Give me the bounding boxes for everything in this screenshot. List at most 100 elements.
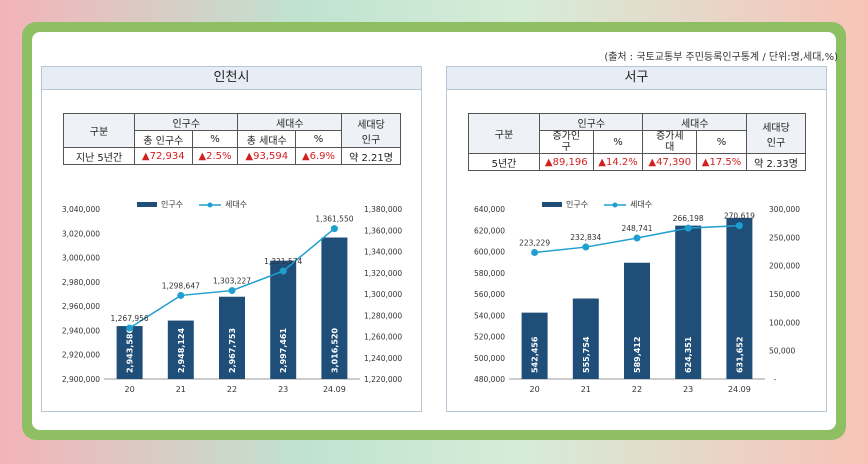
x-tick-label: 21 xyxy=(176,385,186,394)
x-tick-label: 24.09 xyxy=(728,385,751,394)
y2-tick-label: 1,280,000 xyxy=(364,311,402,320)
y2-tick-label: 1,260,000 xyxy=(364,333,402,342)
legend-bar-swatch xyxy=(542,202,562,207)
source-note: (출처 : 국토교통부 주민등록인구통계 / 단위:명,세대,%) xyxy=(604,52,838,63)
y-tick-label: 480,000 xyxy=(474,375,505,384)
bar xyxy=(675,225,702,379)
y-tick-label: 520,000 xyxy=(474,333,505,342)
line-value-label: 1,267,956 xyxy=(111,314,149,323)
line-point xyxy=(531,249,539,257)
line-point xyxy=(582,243,590,251)
table-sub-hh-pct: % xyxy=(696,130,747,154)
y-tick-label: 560,000 xyxy=(474,290,505,299)
table-pop-value: ▲89,196 xyxy=(539,153,594,171)
x-tick-label: 23 xyxy=(278,385,288,394)
table-hh-pct: ▲17.5% xyxy=(696,153,747,171)
y2-tick-label: 100,000 xyxy=(769,318,800,327)
y2-tick-label: 1,360,000 xyxy=(364,226,402,235)
y-tick-label: 2,940,000 xyxy=(62,326,100,335)
left-summary-table: 구분 인구수 세대수 세대당 인구 총 인구수 % 총 세대수 % 지난 5년간… xyxy=(63,113,401,165)
table-header-per: 세대당 인구 xyxy=(341,113,401,148)
table-header-pop: 인구수 xyxy=(538,113,644,131)
x-tick-label: 22 xyxy=(227,385,237,394)
bar-value-label: 3,016,520 xyxy=(330,328,339,373)
line-value-label: 232,834 xyxy=(570,233,601,242)
table-header-pop: 인구수 xyxy=(133,113,239,131)
bar-value-label: 555,754 xyxy=(582,336,591,373)
table-hh-value: ▲47,390 xyxy=(642,153,698,171)
bar xyxy=(521,312,548,379)
y-tick-label: 3,040,000 xyxy=(62,205,100,214)
y2-tick-label: 1,320,000 xyxy=(364,269,402,278)
legend-bar-swatch xyxy=(137,202,157,207)
y-tick-label: 500,000 xyxy=(474,354,505,363)
left-panel-title: 인천시 xyxy=(42,67,421,90)
bar xyxy=(624,262,650,379)
legend-line-label: 세대수 xyxy=(630,200,652,209)
line-point xyxy=(279,267,287,275)
left-combo-chart: 2,900,000 2,920,000 2,940,000 2,960,000 2,98… xyxy=(62,199,403,394)
bar xyxy=(726,217,753,379)
table-header-hh: 세대수 xyxy=(237,113,342,131)
table-sub-hh-pct: % xyxy=(295,130,342,148)
y2-tick-label: 200,000 xyxy=(769,262,800,271)
y-tick-label: 2,900,000 xyxy=(62,375,100,384)
line-point xyxy=(633,234,641,242)
bar xyxy=(219,296,245,379)
y2-tick-label: 1,380,000 xyxy=(364,205,402,214)
line-value-label: 1,321,574 xyxy=(264,257,302,266)
y2-tick-label: - xyxy=(774,375,777,384)
y-tick-label: 620,000 xyxy=(474,226,505,235)
table-pop-pct: ▲2.5% xyxy=(191,147,239,165)
bar xyxy=(116,326,143,379)
line-value-label: 1,298,647 xyxy=(162,281,200,290)
line-value-label: 1,361,550 xyxy=(315,215,353,224)
y-tick-label: 3,000,000 xyxy=(62,254,100,263)
line-value-label: 270,619 xyxy=(724,212,755,221)
y2-tick-label: 250,000 xyxy=(769,233,800,242)
y-tick-label: 3,020,000 xyxy=(62,229,100,238)
right-summary-table: 구분 인구수 세대수 세대당 인구 증가인 구 % 증가세 대 % 5년간 ▲8… xyxy=(468,113,806,171)
table-header-hh: 세대수 xyxy=(642,113,747,131)
line-point xyxy=(330,225,338,233)
y-tick-label: 640,000 xyxy=(474,205,505,214)
bar xyxy=(321,237,348,379)
y2-tick-label: 1,340,000 xyxy=(364,248,402,257)
bar-value-label: 631,652 xyxy=(735,337,744,373)
left-panel: 인천시 구분 인구수 세대수 세대당 인구 총 인구수 % 총 세대수 % 지난… xyxy=(41,66,422,412)
line-value-label: 248,741 xyxy=(621,224,652,233)
bar-value-label: 2,948,124 xyxy=(177,328,186,373)
line-point xyxy=(228,287,236,295)
y-tick-label: 600,000 xyxy=(474,248,505,257)
bar xyxy=(270,260,297,379)
table-header-gubun: 구분 xyxy=(468,113,540,154)
line-point xyxy=(177,291,185,299)
x-tick-label: 24.09 xyxy=(323,385,346,394)
x-tick-label: 20 xyxy=(530,385,540,394)
line-point xyxy=(735,222,743,230)
y2-tick-label: 150,000 xyxy=(769,290,800,299)
y2-tick-label: 1,300,000 xyxy=(364,290,402,299)
table-sub-pop-total: 총 인구수 xyxy=(134,130,193,148)
y2-tick-label: 1,220,000 xyxy=(364,375,402,384)
table-sub-hh-total: 증가세 대 xyxy=(642,130,698,154)
bar-value-label: 542,456 xyxy=(531,336,540,373)
table-hh-pct: ▲6.9% xyxy=(295,147,342,165)
bar-value-label: 589,412 xyxy=(633,337,642,373)
line-value-label: 223,229 xyxy=(519,239,550,248)
y-tick-label: 540,000 xyxy=(474,311,505,320)
y2-tick-label: 300,000 xyxy=(769,205,800,214)
bar-value-label: 2,967,753 xyxy=(228,328,237,373)
table-hh-value: ▲93,594 xyxy=(237,147,296,165)
x-tick-label: 23 xyxy=(683,385,693,394)
legend-bar-label: 인구수 xyxy=(566,199,588,209)
y2-tick-label: 50,000 xyxy=(769,347,795,356)
legend-bar-label: 인구수 xyxy=(161,199,183,209)
y-tick-label: 580,000 xyxy=(474,269,505,278)
table-sub-pop-pct: % xyxy=(191,130,239,148)
right-panel: 서구 구분 인구수 세대수 세대당 인구 증가인 구 % 증가세 대 % 5년간… xyxy=(446,66,827,412)
line-point xyxy=(684,224,692,232)
table-pop-pct: ▲14.2% xyxy=(592,153,644,171)
y-tick-label: 2,980,000 xyxy=(62,278,100,287)
table-sub-pop-pct: % xyxy=(592,130,644,154)
